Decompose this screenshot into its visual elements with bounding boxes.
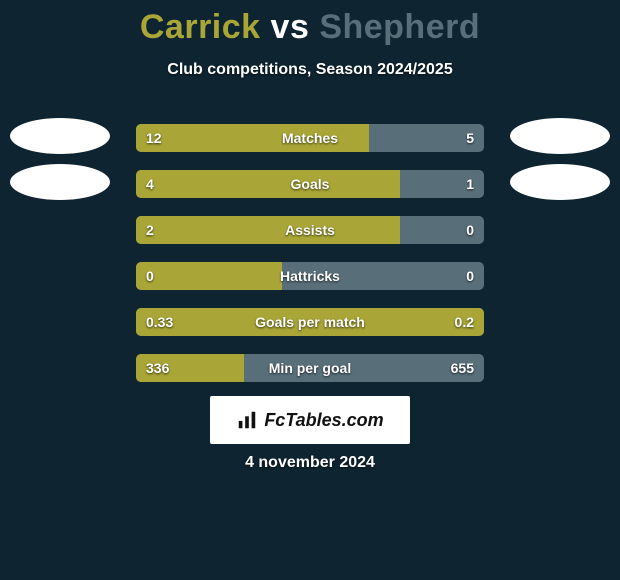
vs-text: vs xyxy=(271,8,310,46)
stat-row: 125Matches xyxy=(136,124,484,152)
stat-bar-left-fill xyxy=(136,308,484,336)
club-avatar-placeholder xyxy=(10,164,110,200)
player2-name: Shepherd xyxy=(319,8,480,46)
brand-badge: FcTables.com xyxy=(210,396,410,444)
bar-chart-icon xyxy=(236,409,258,431)
stat-row: 0.330.2Goals per match xyxy=(136,308,484,336)
stat-row: 41Goals xyxy=(136,170,484,198)
stat-value-right: 0 xyxy=(456,262,484,290)
stat-value-right: 5 xyxy=(456,124,484,152)
comparison-title: Carrick vs Shepherd xyxy=(0,0,620,47)
stat-value-right: 0 xyxy=(456,216,484,244)
stat-value-left: 4 xyxy=(136,170,164,198)
date-text: 4 november 2024 xyxy=(0,454,620,472)
stat-value-left: 12 xyxy=(136,124,172,152)
stat-value-right: 0.2 xyxy=(445,308,484,336)
stat-row: 20Assists xyxy=(136,216,484,244)
stat-value-left: 0 xyxy=(136,262,164,290)
stat-value-left: 2 xyxy=(136,216,164,244)
left-avatar-column xyxy=(0,118,120,210)
player-avatar-placeholder xyxy=(510,118,610,154)
player1-name: Carrick xyxy=(140,8,261,46)
stat-value-left: 0.33 xyxy=(136,308,183,336)
stat-bar-left-fill xyxy=(136,216,400,244)
subtitle-text: Club competitions, Season 2024/2025 xyxy=(0,61,620,79)
stats-bars-container: 125Matches41Goals20Assists00Hattricks0.3… xyxy=(136,124,484,400)
stat-bar-left-fill xyxy=(136,170,400,198)
club-avatar-placeholder xyxy=(510,164,610,200)
stat-row: 00Hattricks xyxy=(136,262,484,290)
stat-row: 336655Min per goal xyxy=(136,354,484,382)
brand-text: FcTables.com xyxy=(264,410,383,431)
stat-value-left: 336 xyxy=(136,354,179,382)
player-avatar-placeholder xyxy=(10,118,110,154)
stat-value-right: 1 xyxy=(456,170,484,198)
stat-value-right: 655 xyxy=(441,354,484,382)
right-avatar-column xyxy=(500,118,620,210)
